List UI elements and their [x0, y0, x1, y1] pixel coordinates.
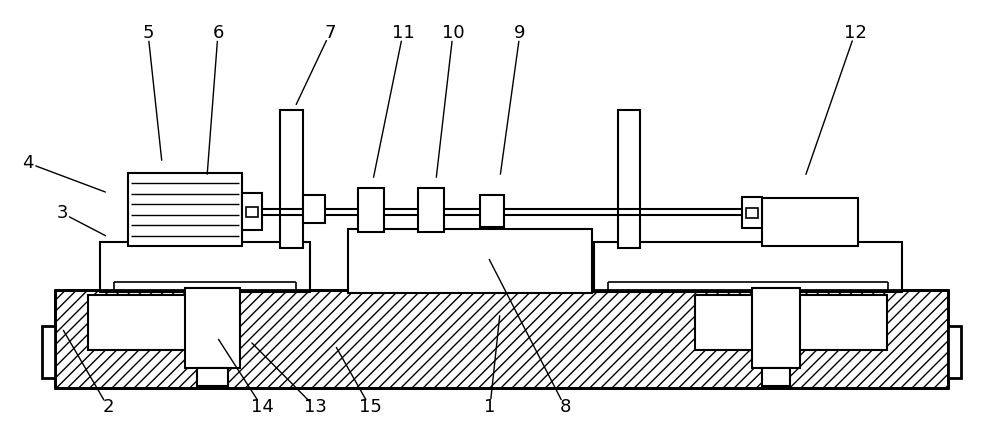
Bar — [742, 197, 762, 228]
Bar — [242, 193, 262, 230]
Bar — [695, 295, 887, 350]
Bar — [348, 229, 592, 293]
Text: 5: 5 — [142, 24, 154, 42]
Text: 2: 2 — [102, 398, 114, 416]
Text: 10: 10 — [442, 24, 464, 42]
Text: 6: 6 — [212, 24, 224, 42]
Bar — [746, 208, 758, 218]
Bar — [42, 326, 55, 378]
Bar — [948, 326, 961, 378]
Bar — [762, 198, 858, 246]
Text: 1: 1 — [484, 398, 496, 416]
Bar — [762, 368, 790, 386]
Text: 8: 8 — [559, 398, 571, 416]
Bar — [246, 207, 258, 217]
Bar — [55, 290, 948, 388]
Text: 11: 11 — [392, 24, 414, 42]
Bar — [618, 110, 640, 248]
Text: 12: 12 — [844, 24, 866, 42]
Bar — [185, 288, 240, 368]
Text: 7: 7 — [324, 24, 336, 42]
Bar — [100, 242, 310, 292]
Bar — [280, 110, 303, 248]
Text: 9: 9 — [514, 24, 526, 42]
Bar — [418, 188, 444, 232]
Bar — [480, 195, 504, 227]
Bar — [88, 295, 220, 350]
Text: 15: 15 — [359, 398, 381, 416]
Text: 4: 4 — [22, 154, 34, 172]
Bar — [128, 173, 242, 246]
Bar — [303, 195, 325, 223]
Text: 14: 14 — [251, 398, 273, 416]
Text: 13: 13 — [304, 398, 326, 416]
Bar — [594, 242, 902, 292]
Bar — [358, 188, 384, 232]
Bar — [752, 288, 800, 368]
Text: 3: 3 — [56, 204, 68, 222]
Bar — [197, 368, 228, 386]
